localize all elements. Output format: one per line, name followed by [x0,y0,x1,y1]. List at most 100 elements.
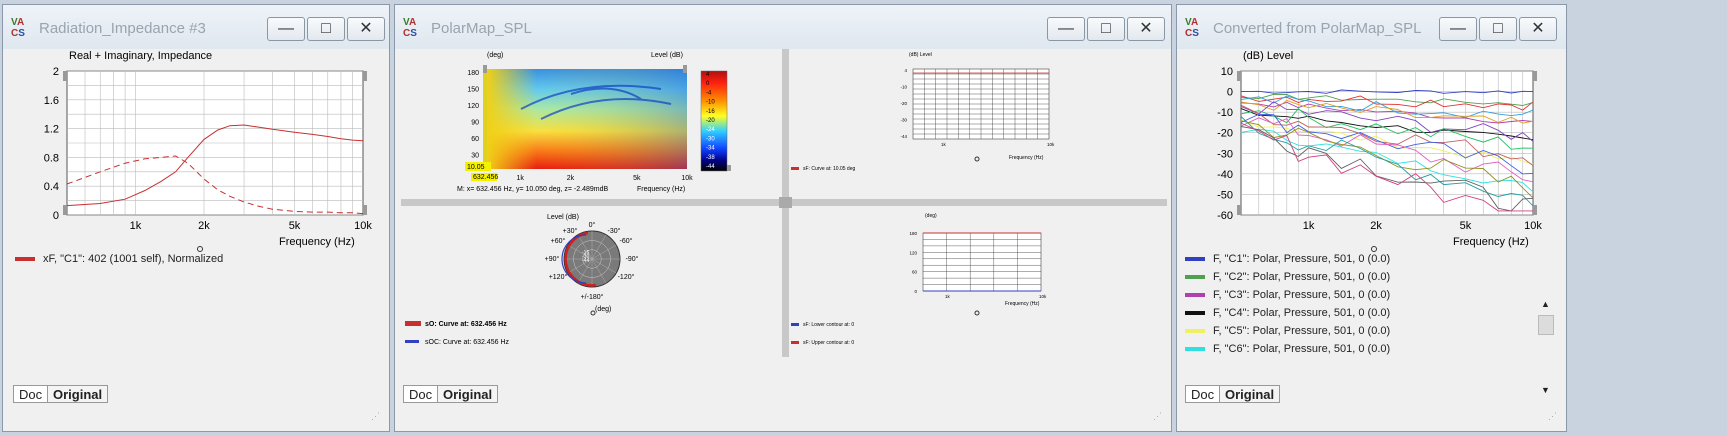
color-scale-tick: 4 [706,72,710,78]
y-tick-label: 1.6 [44,95,59,107]
polar-legend-2: sOC: Curve at: 632.456 Hz [425,339,510,346]
x-range-handle[interactable] [1533,71,1537,81]
color-scale-tick: -30 [706,136,715,142]
legend-item[interactable]: F, "C4": Polar, Pressure, 501, 0 (0.0) [1185,307,1390,319]
legend-scrollbar[interactable]: ▲ ▼ [1538,299,1554,399]
impedance-chart[interactable]: Real + Imaginary, Impedance 2 1.6 1.2 0.8 0.… [9,49,385,259]
maximize-button[interactable]: □ [1479,17,1517,41]
y-range-handle[interactable] [63,71,67,81]
legend-swatch [1185,329,1205,334]
curve-line [1240,95,1534,118]
close-button[interactable]: ✕ [347,17,385,41]
polar-spoke [567,258,593,274]
y-tick-label: -20 [1217,128,1233,140]
tr-x-label: Frequency (Hz) [1009,155,1044,161]
color-scale-tick: 0 [706,81,710,87]
curve-line [1240,122,1533,212]
polar-curves-chart[interactable]: (dB) Level 10 0 -10 -20 -30 -40 -50 -60 1k 2k 5k 1… [1183,49,1562,249]
x-range-handle[interactable] [683,65,687,73]
window-body: (deg) Level (dB) 180 150 120 90 60 30 10.05 6… [401,49,1167,423]
map-y-unit: (deg) [487,52,503,59]
color-scale-tick: -38 [706,155,715,161]
tab-doc[interactable]: Doc [1185,385,1221,403]
curve-line [1240,99,1534,124]
resize-grip-icon[interactable]: ⋰ [1548,411,1557,421]
y-tick-label: -40 [1217,169,1233,181]
map-y-tick: 120 [467,103,479,110]
polar-spoke [577,258,593,284]
legend-item[interactable]: F, "C2": Polar, Pressure, 501, 0 (0.0) [1185,271,1390,283]
legend-item[interactable]: F, "C1": Polar, Pressure, 501, 0 (0.0) [1185,253,1390,265]
radiation-impedance-window: VA CS Radiation_Impedance #3 — □ ✕ Real +… [2,4,390,432]
map-x-tick: 1k [517,175,525,182]
x-axis-label: Frequency (Hz) [279,236,355,248]
x-tick-label: 5k [1460,220,1472,232]
y-range-handle[interactable] [1237,71,1241,81]
close-button[interactable]: ✕ [1519,17,1557,41]
map-y-tick: 90 [471,120,479,127]
legend-label: F, "C6": Polar, Pressure, 501, 0 (0.0) [1213,343,1391,355]
y-range-handle[interactable] [483,65,487,73]
y-range-handle[interactable] [63,205,67,215]
scroll-thumb[interactable] [1538,315,1554,335]
br-legend-swatch-1 [791,323,799,326]
polar-plot[interactable]: -44-30-16 0° -30° -60° -90° -120° +/-180° +120°… [545,221,639,301]
polar-angle-label: +90° [545,255,560,263]
zoom-handle[interactable] [1369,245,1379,253]
color-scale-handle[interactable] [727,165,731,171]
polar-ring-label: -44 [582,258,589,264]
legend-item[interactable]: F, "C3": Polar, Pressure, 501, 0 (0.0) [1185,289,1390,301]
polar-unit: (deg) [595,306,611,313]
polar-spoke [591,244,617,260]
color-scale-tick: -16 [706,109,715,115]
br-plot-area[interactable] [922,232,1042,292]
legend-item[interactable]: F, "C5": Polar, Pressure, 501, 0 (0.0) [1185,325,1390,337]
color-scale-tick: -24 [706,127,715,133]
map-y-tick: 30 [471,153,479,160]
minimize-button[interactable]: — [1047,17,1085,41]
tab-original[interactable]: Original [1219,385,1281,403]
tr-zoom-handle[interactable] [974,156,980,162]
scroll-up-icon[interactable]: ▲ [1541,299,1550,309]
polar-curve-soc [561,234,587,284]
polar-angle-label: +/-180° [581,293,604,301]
maximize-button[interactable]: □ [307,17,345,41]
x-range-handle[interactable] [363,71,367,81]
x-range-handle[interactable] [363,205,367,215]
title-bar[interactable]: VA CS PolarMap_SPL — □ ✕ [395,5,1171,49]
curve-line [1240,128,1534,193]
scroll-down-icon[interactable]: ▼ [1541,385,1550,395]
resize-grip-icon[interactable]: ⋰ [1153,411,1162,421]
x-range-handle[interactable] [1533,205,1537,215]
title-bar[interactable]: VA CS Converted from PolarMap_SPL — □ ✕ [1177,5,1566,49]
y-range-handle[interactable] [1237,205,1241,215]
title-bar[interactable]: VA CS Radiation_Impedance #3 — □ ✕ [3,5,389,49]
legend-swatch [1185,293,1205,298]
minimize-button[interactable]: — [1439,17,1477,41]
minimize-button[interactable]: — [267,17,305,41]
legend-item[interactable]: xF, "C1": 402 (1001 self), Normalized [15,253,223,265]
br-y-tick: 0 [914,289,917,294]
br-x-tick: 10k [1039,294,1047,299]
polar-zoom-handle[interactable] [590,310,596,316]
curve-line [1240,93,1534,106]
polar-spoke [591,258,617,274]
close-button[interactable]: ✕ [1127,17,1165,41]
resize-grip-icon[interactable]: ⋰ [371,411,380,421]
vacs-logo: VA CS [1185,17,1199,39]
y-scroll-bar[interactable] [483,69,487,169]
curve-line [1240,117,1534,183]
tab-doc[interactable]: Doc [13,385,49,403]
splitter-handle[interactable] [779,197,792,208]
br-zoom-handle[interactable] [974,310,980,316]
br-y-label: (deg) [925,213,937,219]
tab-doc[interactable]: Doc [403,385,439,403]
maximize-button[interactable]: □ [1087,17,1125,41]
zoom-handle[interactable] [197,246,203,252]
tab-original[interactable]: Original [47,385,109,403]
tab-original[interactable]: Original [437,385,499,403]
legend-item[interactable]: F, "C6": Polar, Pressure, 501, 0 (0.0) [1185,343,1390,355]
map-level-label: Level (dB) [651,52,683,59]
tr-y-tick: -10 [900,85,907,90]
legend-swatch [1185,347,1205,352]
